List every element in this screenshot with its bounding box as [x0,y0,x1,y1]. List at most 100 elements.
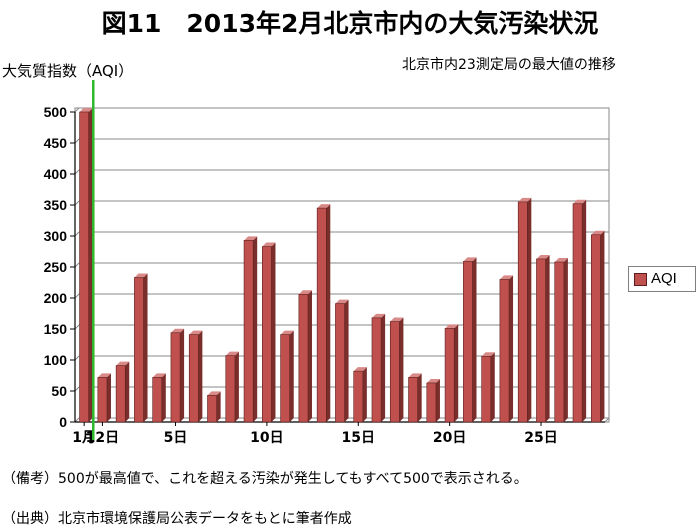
bar [499,279,510,423]
y-tick-label: 250 [44,259,68,275]
bar [316,207,327,423]
bar-side [582,199,587,422]
chart-subtitle: 北京市内23測定局の最大値の推移 [402,57,616,73]
bar-side [344,299,349,422]
y-tick-label: 50 [51,383,67,399]
y-tick-label: 200 [44,290,68,306]
source-note: （出典）北京市環境保護局公表データをもとに筆者作成 [2,511,352,527]
bar [280,334,291,423]
bar-side [509,275,514,422]
bar-top [116,361,130,366]
gridline-depth [74,169,80,175]
y-tick-label: 500 [44,104,68,120]
bar-top [244,236,258,241]
bar-side [417,373,422,422]
bar [79,111,90,423]
bar [97,377,108,423]
bar [554,261,565,423]
bar-top [371,313,386,318]
bar [207,395,217,423]
bar-side [308,290,313,422]
bar [188,334,199,423]
bar-top [225,351,239,356]
bar [481,355,492,423]
legend: AQI [628,266,696,292]
gridline-depth [74,138,80,144]
bar [408,377,418,423]
bar-side [435,378,440,422]
bar [426,382,437,423]
x-tick-label: 25日 [524,430,557,446]
bar [243,240,254,423]
bar-top [262,242,276,247]
bar-side [326,204,331,422]
bar-top [298,290,313,295]
bar [225,355,236,423]
y-axis-label: 大気質指数（AQI） [2,62,134,80]
gridline-depth [74,200,80,206]
bar-top [536,254,550,259]
bar-side [381,313,386,422]
bar [536,258,546,423]
bar [590,234,601,423]
bar-top [170,328,185,333]
bar-side [106,373,111,422]
y-tick-label: 450 [44,135,68,151]
bar-side [234,351,239,422]
bar [134,277,144,423]
gridline-depth [74,262,80,268]
bar [353,370,364,423]
bar [298,293,309,423]
bar [262,246,272,423]
bar-top [573,199,587,204]
bar-top [79,108,93,112]
gridline-depth [74,386,80,392]
bar-top [518,197,532,202]
bar-top [134,273,148,278]
bar-side [454,324,459,422]
legend-label: AQI [651,270,677,287]
bar-top [207,391,221,396]
floor-edge [604,417,610,423]
x-tick-label: 5日 [164,430,188,446]
x-tick-label: 15日 [342,430,375,446]
bar-side [289,330,294,422]
bar-side [253,236,258,422]
bar-side [271,242,276,422]
bar [335,303,345,423]
y-tick-label: 150 [44,321,68,337]
bar [371,317,382,423]
bar-top [189,330,203,335]
x-tick-label: 12日 [86,430,119,446]
bar [517,201,528,423]
bar-top [152,373,166,378]
bar [389,321,400,423]
bar-top [481,352,495,357]
bar-side [180,328,185,422]
gridline-depth [74,417,80,423]
bar-top [317,204,331,209]
bar-top [445,324,459,329]
bar-side [563,258,568,422]
bar-top [463,257,477,262]
bar-top [97,373,111,378]
bar-side [527,197,532,422]
chart-title: 図11 2013年2月北京市内の大気汚染状況 [101,9,599,38]
bar-side [472,257,477,422]
bar-side [88,108,93,422]
bar-side [216,391,221,422]
gridline-depth [74,293,80,299]
y-tick-label: 100 [44,352,68,368]
x-tick-label: 10日 [250,430,283,446]
bar-side [143,273,148,422]
bar-side [198,330,203,422]
x-tick-label: 20日 [433,430,466,446]
bar [444,328,455,423]
bar-top [499,275,514,280]
y-tick-label: 300 [44,228,68,244]
bar [572,203,583,423]
bar-top [353,367,367,372]
bar-side [490,352,495,422]
bar-top [426,378,440,383]
bar [115,365,126,423]
